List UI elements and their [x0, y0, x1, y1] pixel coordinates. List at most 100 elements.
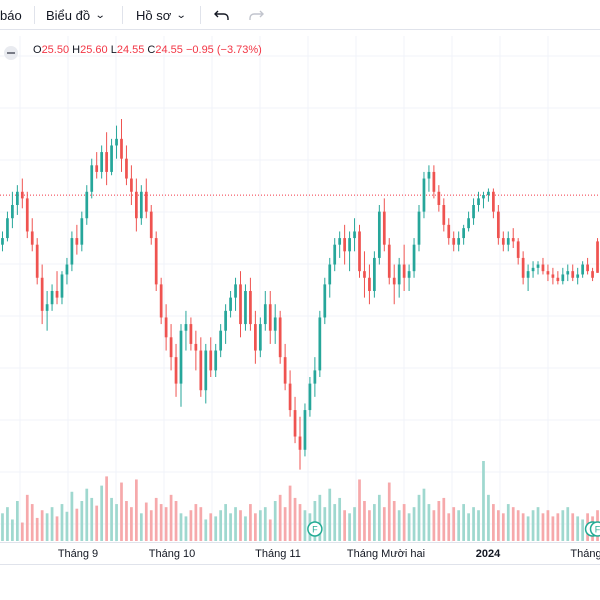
- time-axis-label: Tháng Mười hai: [346, 548, 426, 560]
- volume-bar: [571, 513, 575, 541]
- candle-body: [6, 218, 9, 239]
- volume-bar: [442, 497, 446, 541]
- chevron-down-icon: ⌄: [176, 9, 187, 21]
- volume-bar: [487, 494, 490, 541]
- candle-body: [422, 178, 426, 212]
- redo-icon[interactable]: [246, 5, 266, 25]
- volume-bar: [11, 519, 14, 541]
- volume-bar: [80, 501, 84, 541]
- candle-body: [521, 257, 525, 278]
- volume-bar: [501, 513, 505, 541]
- volume-bar: [496, 510, 500, 541]
- candle-body: [199, 350, 203, 391]
- volume-bar: [130, 507, 133, 541]
- volume-bar: [368, 510, 371, 541]
- time-axis-label: Tháng 9: [57, 548, 99, 560]
- volume-bar: [95, 505, 99, 541]
- candle-body: [308, 383, 312, 411]
- top-toolbar: báo Biểu đồ ⌄ Hồ sơ ⌄: [0, 0, 600, 30]
- earnings-marker: [307, 521, 323, 537]
- price-chart[interactable]: FFF: [0, 36, 600, 542]
- candle-body: [209, 350, 213, 371]
- chart-menu-button[interactable]: Biểu đồ ⌄: [46, 0, 106, 30]
- candle-body: [90, 165, 94, 192]
- candle-body: [501, 238, 505, 245]
- volume-bar: [516, 510, 520, 541]
- volume-bar: [229, 513, 232, 541]
- earnings-marker-label: F: [595, 525, 600, 535]
- volume-bar: [179, 513, 183, 541]
- candle-body: [397, 264, 401, 285]
- profile-menu-button[interactable]: Hồ sơ ⌄: [136, 0, 187, 30]
- candle-body: [214, 350, 218, 371]
- legend-collapse-button[interactable]: [4, 46, 18, 60]
- volume-bar: [268, 519, 272, 541]
- time-axis[interactable]: Tháng 9 Tháng 10 Tháng 11 Tháng Mười hai…: [0, 542, 600, 564]
- volume-bar: [521, 513, 525, 541]
- candle-body: [70, 238, 74, 265]
- volume-bar: [209, 513, 213, 541]
- volume-bar: [55, 516, 59, 541]
- candle-body: [249, 291, 252, 325]
- volume-bar: [125, 501, 128, 541]
- candle-body: [363, 271, 366, 278]
- candle-body: [11, 205, 14, 219]
- candle-body: [169, 337, 173, 358]
- volume-bar: [313, 501, 317, 541]
- volume-bar: [283, 507, 287, 541]
- volume-bar: [581, 519, 585, 541]
- volume-bar: [159, 504, 163, 541]
- candle-body: [20, 191, 24, 199]
- candle-body: [174, 357, 178, 384]
- candle-body: [387, 244, 391, 278]
- high-value: 25.60: [80, 44, 108, 56]
- volume-bar: [432, 510, 436, 541]
- volume-bar: [377, 494, 381, 541]
- candle-body: [204, 350, 208, 391]
- time-axis-label: Tháng: [570, 548, 600, 560]
- candle-body: [40, 277, 44, 311]
- candle-body: [531, 267, 535, 272]
- low-value: 24.55: [116, 44, 145, 56]
- volume-bar: [110, 497, 113, 541]
- candle-body: [130, 178, 133, 192]
- candle-body: [551, 274, 555, 278]
- candle-body: [45, 304, 49, 311]
- candle-body: [511, 238, 515, 242]
- high-key: H: [72, 44, 81, 56]
- candle-body: [477, 198, 480, 205]
- alerts-button[interactable]: báo: [0, 0, 22, 30]
- volume-bar: [437, 501, 441, 541]
- volume-bar: [511, 507, 515, 541]
- alerts-label: báo: [0, 7, 22, 23]
- toolbar-divider: [122, 6, 123, 24]
- volume-bar: [343, 510, 346, 541]
- volume-bar: [6, 507, 9, 541]
- candle-body: [293, 410, 297, 437]
- candle-body: [591, 271, 594, 278]
- volume-bar: [318, 494, 322, 541]
- chart-menu-label: Biểu đồ: [46, 7, 91, 23]
- chevron-down-icon: ⌄: [94, 9, 106, 21]
- candle-body: [239, 284, 242, 325]
- candle-body: [576, 274, 580, 278]
- candle-body: [412, 244, 416, 272]
- volume-bar: [85, 488, 89, 541]
- volume-bar: [144, 502, 148, 541]
- candle-body: [179, 330, 183, 384]
- volume-bar: [90, 497, 94, 541]
- candle-body: [462, 228, 465, 239]
- volume-bar: [214, 516, 218, 541]
- candle-body: [164, 317, 168, 338]
- undo-icon[interactable]: [212, 5, 232, 25]
- volume-bar: [338, 497, 342, 541]
- earnings-marker-label: F: [312, 525, 318, 535]
- volume-bar: [25, 494, 29, 541]
- candle-body: [219, 330, 223, 351]
- volume-bar: [348, 513, 351, 541]
- toolbar-divider: [200, 6, 201, 24]
- time-axis-label: 2024: [475, 548, 501, 560]
- volume-bar: [303, 510, 307, 541]
- volume-bar: [278, 494, 282, 541]
- volume-bar: [60, 504, 64, 541]
